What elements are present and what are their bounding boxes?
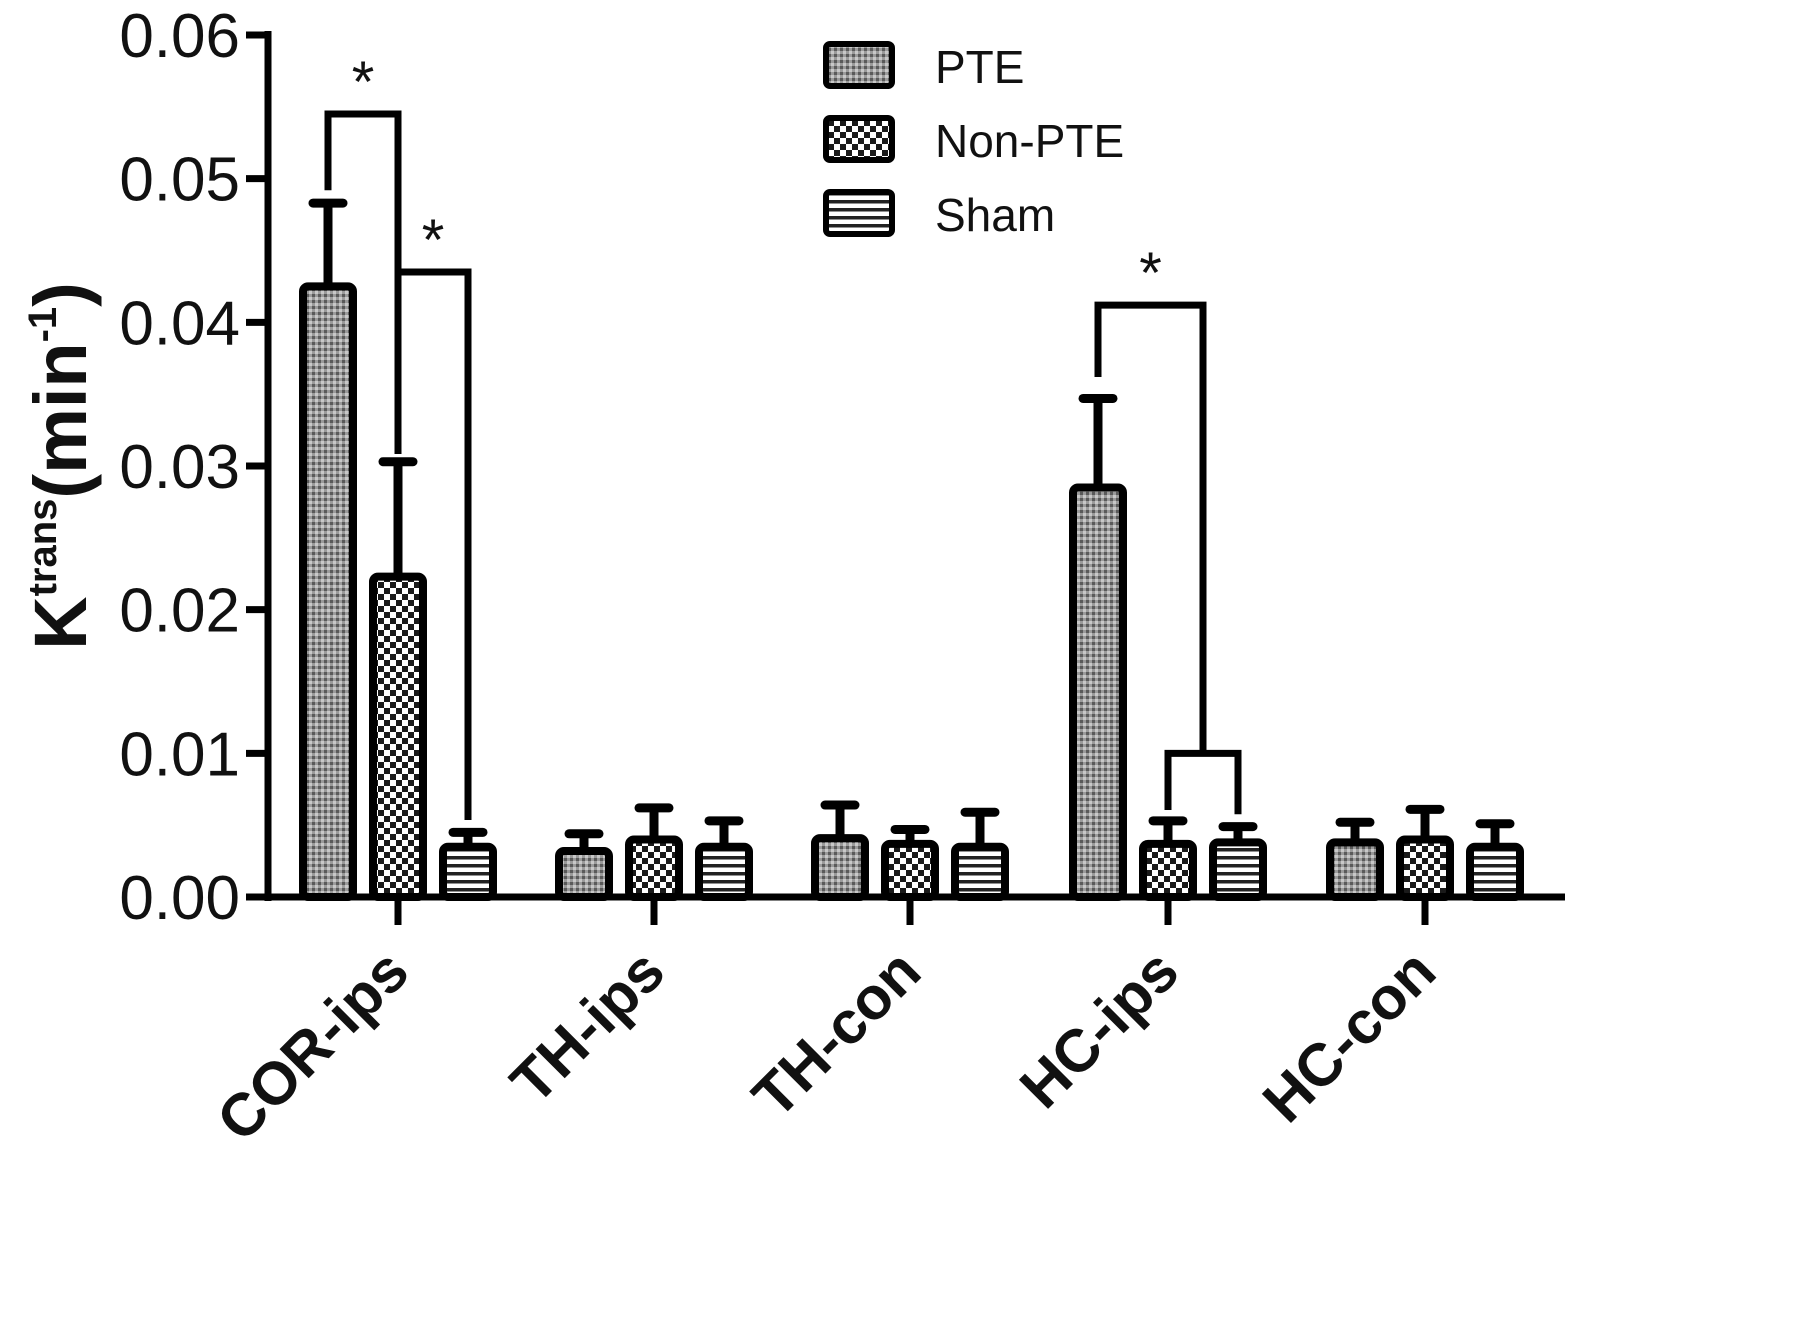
legend-item-sham: Sham (823, 189, 1055, 241)
significance-star: * (422, 208, 445, 273)
bar-non-pte-cor-ips (369, 572, 427, 902)
y-axis-title-part: -1 (21, 307, 65, 343)
legend-label-sham: Sham (935, 189, 1055, 241)
y-axis-title-part: trans (21, 499, 65, 597)
bar-sham-th-ips (695, 842, 753, 902)
y-tick-label: 0.00 (119, 864, 240, 933)
x-tick-label: TH-con (740, 937, 933, 1130)
bar-non-pte-hc-ips (1139, 839, 1197, 901)
y-axis-title: Ktrans(min-1) (19, 282, 102, 650)
x-tick-label: COR-ips (204, 937, 421, 1154)
y-axis-title-part: ) (19, 282, 102, 307)
x-tick-label: TH-ips (498, 937, 677, 1116)
bars-layer (299, 198, 1524, 902)
legend: PTE Non-PTE Sham (823, 41, 1124, 241)
legend-swatch-non-pte (823, 115, 895, 163)
bar-non-pte-th-ips (625, 835, 683, 901)
y-tick-label: 0.05 (119, 146, 240, 215)
bar-sham-hc-con (1466, 842, 1524, 902)
bracket-line (324, 110, 402, 454)
bar-non-pte-th-con (881, 839, 939, 901)
significance-layer: * * * (324, 50, 1242, 821)
bracket-line (1094, 301, 1207, 754)
legend-label-non-pte: Non-PTE (935, 115, 1124, 167)
x-tick-label: HC-con (1250, 937, 1448, 1135)
significance-star: * (1139, 241, 1162, 306)
legend-item-non-pte: Non-PTE (823, 115, 1124, 167)
bar-sham-th-con (951, 842, 1009, 902)
bracket-sub-line (1164, 749, 1242, 815)
y-tick-label: 0.03 (119, 433, 240, 502)
bar-pte-th-con (811, 834, 869, 902)
y-axis-title-part: (min (19, 342, 102, 498)
legend-swatch-sham (823, 189, 895, 237)
significance-bracket-hc-ips: * (1094, 241, 1242, 815)
bar-sham-hc-ips (1209, 838, 1267, 902)
y-tick-label: 0.06 (119, 2, 240, 71)
y-tick-label: 0.04 (119, 289, 240, 358)
bar-pte-th-ips (555, 847, 613, 902)
x-tick-label: HC-ips (1007, 937, 1191, 1121)
bar-pte-cor-ips (299, 282, 357, 901)
significance-bracket-cor-ips-pte-vs-nonpte: * (324, 50, 402, 454)
significance-star: * (352, 50, 375, 115)
y-axis-title-part: K (19, 596, 102, 649)
bar-pte-hc-con (1326, 838, 1384, 902)
legend-label-pte: PTE (935, 41, 1024, 93)
y-tick-label: 0.01 (119, 720, 240, 789)
y-axis-label: Ktrans(min-1) (19, 282, 102, 650)
bar-non-pte-hc-con (1396, 835, 1454, 901)
y-tick-label: 0.02 (119, 577, 240, 646)
bar-pte-hc-ips (1069, 483, 1127, 901)
bracket-line (398, 268, 472, 821)
legend-item-pte: PTE (823, 41, 1024, 93)
significance-bracket-cor-ips-nonpte-vs-sham: * (398, 208, 472, 821)
bar-sham-cor-ips (439, 842, 497, 902)
legend-swatch-pte (823, 41, 895, 89)
